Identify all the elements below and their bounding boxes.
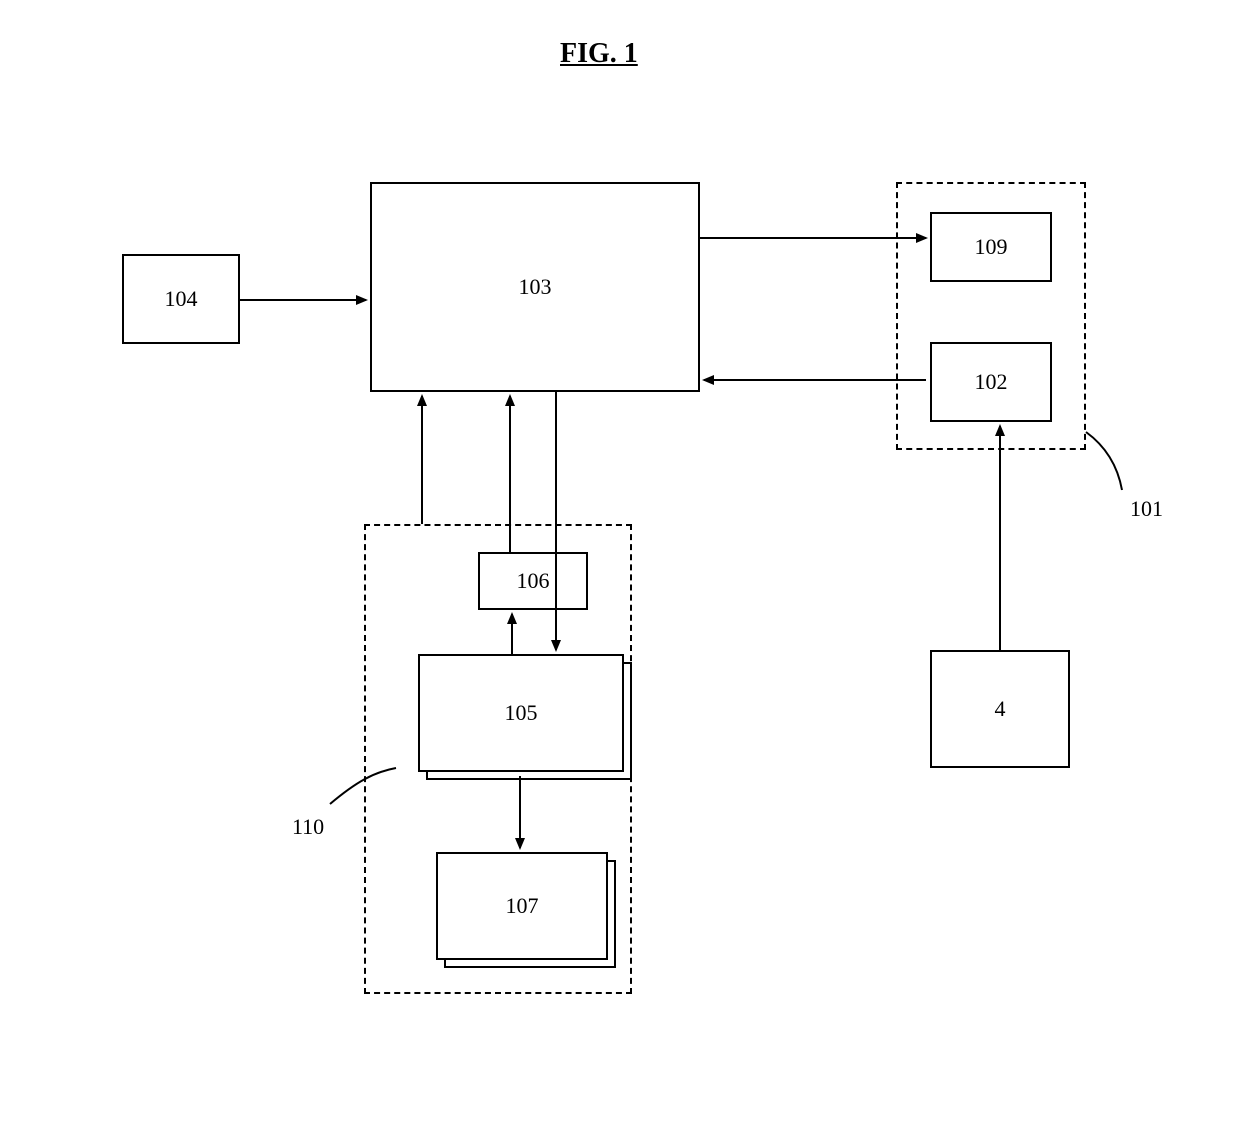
box-106: 106 — [478, 552, 588, 610]
box-106-label: 106 — [517, 568, 550, 594]
box-109-label: 109 — [975, 234, 1008, 260]
box-104: 104 — [122, 254, 240, 344]
callout-110-text: 110 — [292, 814, 324, 839]
box-107: 107 — [436, 852, 608, 960]
figure-title: FIG. 1 — [560, 38, 638, 70]
box-105: 105 — [418, 654, 624, 772]
callout-101: 101 — [1130, 496, 1163, 522]
box-4: 4 — [930, 650, 1070, 768]
box-107-label: 107 — [506, 893, 539, 919]
box-109: 109 — [930, 212, 1052, 282]
box-104-label: 104 — [165, 286, 198, 312]
callout-curve-101 — [1086, 432, 1122, 490]
box-102: 102 — [930, 342, 1052, 422]
box-103: 103 — [370, 182, 700, 392]
callout-110: 110 — [292, 814, 324, 840]
box-102-label: 102 — [975, 369, 1008, 395]
box-4-label: 4 — [995, 696, 1006, 722]
callout-101-text: 101 — [1130, 496, 1163, 521]
box-103-label: 103 — [519, 274, 552, 300]
box-105-label: 105 — [505, 700, 538, 726]
figure-title-text: FIG. 1 — [560, 38, 638, 69]
